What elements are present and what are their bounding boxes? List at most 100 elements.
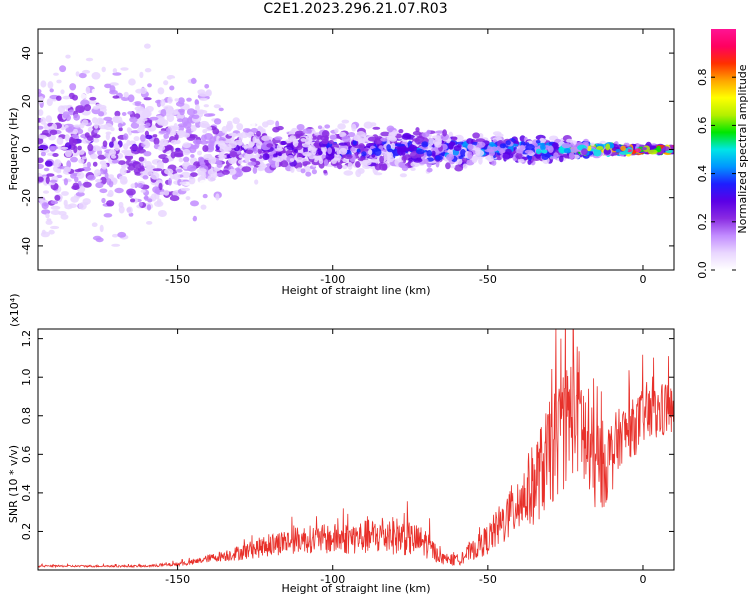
heatmap-cell [294,130,305,137]
x-tick-label: -150 [165,573,190,586]
heatmap-cell [272,126,280,133]
heatmap-cell [56,174,63,179]
heatmap-cell [91,72,101,80]
heatmap-cell [218,107,224,112]
y-tick-label: 40 [20,46,33,60]
heatmap-cell [414,136,424,145]
heatmap-cell [524,149,534,154]
heatmap-cell [475,138,486,142]
heatmap-cell [238,134,243,142]
heatmap-cell [38,109,44,116]
heatmap-cell [280,140,287,146]
x-tick-label: -100 [320,573,345,586]
heatmap-cell [494,133,504,138]
heatmap-cell [62,95,71,100]
heatmap-cell [342,159,349,163]
heatmap-cell [398,129,404,134]
heatmap-cell [321,130,330,138]
heatmap-cell [180,187,191,192]
bottom-plot-frame [37,328,675,571]
heatmap-cell [137,167,145,172]
heatmap-cell [145,134,153,140]
heatmap-cell [336,150,341,155]
heatmap-cell [152,186,160,194]
heatmap-cell [86,174,96,181]
heatmap-cell [255,153,260,158]
heatmap-cell [50,210,61,215]
heatmap-cell [305,171,312,177]
heatmap-cell [109,82,119,86]
heatmap-cell [95,103,102,108]
top-x-axis-label: Height of straight line (km) [281,284,430,297]
heatmap-cell [386,135,391,141]
heatmap-cell [386,144,391,152]
heatmap-cell [190,200,199,207]
heatmap-cell [117,231,127,238]
heatmap-cell [75,105,85,114]
heatmap-cell [158,140,164,146]
heatmap-cell [242,128,252,133]
heatmap-cell [92,235,102,241]
heatmap-cell [260,173,269,182]
heatmap-cell [362,159,368,164]
heatmap-cell [489,141,495,147]
heatmap-cell [358,143,365,148]
heatmap-cell [101,163,108,170]
heatmap-cell [553,152,559,159]
heatmap-cell [119,175,127,181]
heatmap-cell [165,127,171,135]
heatmap-cell [160,109,167,117]
heatmap-cell [296,157,304,161]
heatmap-cell [113,116,118,123]
heatmap-cell [367,149,373,156]
heatmap-cell [126,188,136,196]
heatmap-cell [144,160,152,169]
heatmap-cell [77,128,84,135]
heatmap-cell [262,121,269,128]
heatmap-cell [379,155,384,163]
heatmap-cell [82,163,88,167]
heatmap-cell [195,104,200,112]
heatmap-cell [421,141,429,148]
heatmap-cell [140,134,146,142]
heatmap-cell [204,84,210,89]
heatmap-cell [73,128,78,135]
heatmap-cell [91,222,98,227]
heatmap-cell [157,87,165,95]
heatmap-cell [328,140,334,144]
heatmap-cell [162,138,167,146]
heatmap-cell [296,124,305,131]
heatmap-cell [181,117,190,125]
heatmap-cell [445,162,451,170]
heatmap-cell [203,153,213,161]
heatmap-cell [106,193,114,197]
figure-title: C2E1.2023.296.21.07.R03 [263,1,448,17]
heatmap-cell [200,204,207,210]
heatmap-cell [635,148,642,153]
heatmap-cell [170,151,176,159]
heatmap-cell [347,132,356,138]
heatmap-cell [395,143,406,147]
heatmap-cell [69,83,77,91]
colorbar-tick-label: 0.2 [696,213,709,231]
y-tick-label: 0.2 [20,523,33,541]
heatmap-cell [70,196,79,203]
x-tick-label: -50 [479,573,497,586]
heatmap-cell [541,145,546,150]
heatmap-cell [45,213,50,219]
y-tick-label: 0.8 [20,407,33,425]
colorbar-axis: 0.0 0.2 0.4 0.6 0.8 [696,68,736,279]
heatmap-cell [337,123,346,130]
heatmap-cell [373,148,382,157]
heatmap-cell [45,115,53,123]
heatmap-cell [153,137,160,146]
heatmap-cell [453,145,462,152]
heatmap-cell [147,83,152,88]
heatmap-cell [266,143,274,148]
heatmap-cell [304,137,313,145]
top-axes: -150 -100 -50 0 -40 -20 0 20 40 [20,29,674,286]
heatmap-cell [331,158,337,164]
heatmap-cell [391,130,397,137]
heatmap-cell [194,143,200,148]
